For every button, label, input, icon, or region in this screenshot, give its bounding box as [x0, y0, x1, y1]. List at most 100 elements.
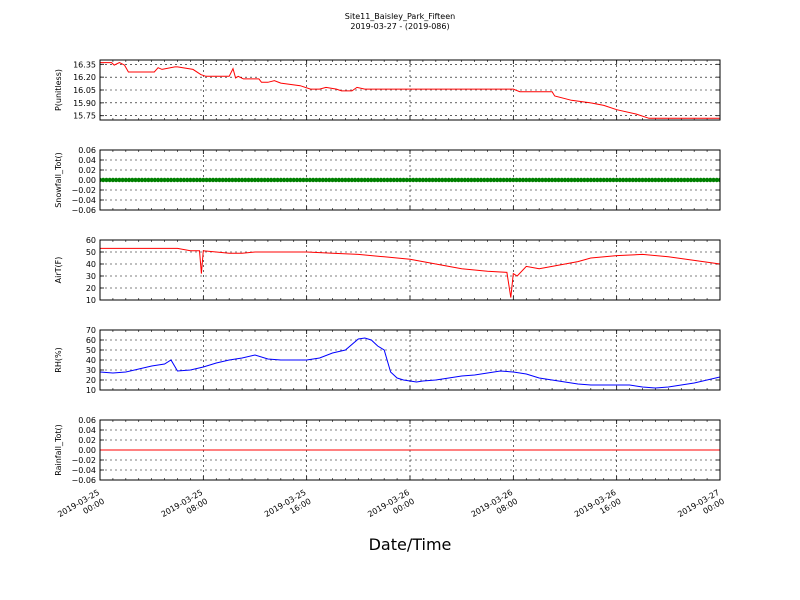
snowfall-point	[236, 177, 242, 183]
snowfall-point	[620, 177, 626, 183]
air-temperature-y-tick-label: 30	[86, 272, 96, 281]
rainfall-frame	[99, 419, 721, 481]
snowfall-point	[485, 177, 490, 183]
snowfall-point	[365, 177, 371, 183]
snowfall-point	[126, 177, 132, 183]
snowfall-point	[456, 177, 461, 183]
snowfall-point	[239, 177, 245, 183]
snowfall-point	[507, 177, 513, 183]
snowfall-point	[407, 177, 413, 183]
snowfall-point	[172, 177, 177, 183]
snowfall-point	[184, 177, 190, 183]
snowfall-point	[143, 177, 148, 183]
snowfall-point	[656, 177, 661, 183]
snowfall-point	[575, 177, 581, 183]
snowfall-point	[204, 177, 209, 183]
snowfall-y-tick-label: 0.04	[78, 156, 96, 165]
x-axis-label: Date/Time	[369, 535, 452, 554]
snowfall-point	[275, 177, 280, 183]
snowfall-point	[233, 177, 238, 183]
snowfall-point	[120, 177, 125, 183]
snowfall-point	[433, 177, 439, 183]
air-temperature-frame	[99, 239, 721, 301]
snowfall-point	[595, 177, 600, 183]
snowfall-point	[488, 177, 493, 183]
pressure-y-axis-label: P(unitless)	[54, 69, 63, 111]
snowfall-point	[572, 177, 577, 183]
snowfall-point	[465, 177, 471, 183]
snowfall-point	[223, 177, 229, 183]
snowfall-point	[469, 177, 474, 183]
snowfall-point	[388, 177, 393, 183]
snowfall-point	[162, 177, 167, 183]
snowfall-point	[446, 177, 451, 183]
snowfall-y-tick-label: −0.04	[71, 196, 96, 205]
snowfall-series	[100, 177, 720, 183]
snowfall-point	[494, 177, 500, 183]
snowfall-point	[533, 177, 539, 183]
snowfall-point	[298, 177, 303, 183]
snowfall-point	[210, 177, 216, 183]
snowfall-point	[246, 177, 251, 183]
snowfall-point	[459, 177, 464, 183]
snowfall-point	[498, 177, 503, 183]
snowfall-point	[546, 177, 552, 183]
snowfall-point	[682, 177, 687, 183]
snowfall-point	[398, 177, 403, 183]
snowfall-point	[423, 177, 429, 183]
snowfall-point	[352, 177, 358, 183]
snowfall-point	[711, 177, 716, 183]
snowfall-point	[220, 177, 225, 183]
snowfall-point	[633, 177, 639, 183]
snowfall-point	[381, 177, 387, 183]
snowfall-point	[478, 177, 484, 183]
snowfall-point	[672, 177, 677, 183]
air-temperature-panel: 60 50 40 30 20 10 AirT(F)	[54, 236, 721, 305]
snowfall-point	[191, 177, 196, 183]
snowfall-point	[666, 177, 671, 183]
snowfall-point	[430, 177, 435, 183]
snowfall-point	[304, 177, 309, 183]
snowfall-point	[243, 177, 248, 183]
snowfall-point	[449, 177, 455, 183]
snowfall-point	[372, 177, 377, 183]
snowfall-point	[107, 177, 112, 183]
snowfall-point	[691, 177, 697, 183]
snowfall-point	[527, 177, 532, 183]
snowfall-point	[591, 177, 597, 183]
air-temperature-y-tick-label: 20	[86, 284, 96, 293]
rainfall-y-axis-label: Rainfall_Tot()	[54, 424, 63, 476]
relative-humidity-y-tick-label: 60	[86, 336, 96, 345]
snowfall-point	[207, 177, 212, 183]
relative-humidity-y-tick-label: 50	[86, 346, 96, 355]
rainfall-y-tick-label: 0.06	[78, 416, 96, 425]
snowfall-point	[101, 177, 106, 183]
chart-title: Site11_Baisley_Park_Fifteen	[345, 12, 455, 21]
relative-humidity-y-axis-label: RH(%)	[54, 347, 63, 372]
relative-humidity-y-tick-label: 10	[86, 386, 96, 395]
snowfall-point	[695, 177, 700, 183]
snowfall-point	[123, 177, 129, 183]
snowfall-point	[217, 177, 222, 183]
snowfall-point	[611, 177, 616, 183]
air-temperature-y-tick-label: 50	[86, 248, 96, 257]
rainfall-y-tick-label: 0.04	[78, 426, 96, 435]
snowfall-point	[688, 177, 694, 183]
snowfall-point	[556, 177, 561, 183]
snowfall-point	[194, 177, 200, 183]
snowfall-point	[178, 177, 183, 183]
snowfall-y-tick-label: 0.06	[78, 146, 96, 155]
snowfall-point	[201, 177, 206, 183]
snowfall-point	[511, 177, 516, 183]
snowfall-point	[685, 177, 690, 183]
snowfall-point	[649, 177, 655, 183]
snowfall-point	[310, 177, 316, 183]
snowfall-point	[197, 177, 203, 183]
snowfall-point	[181, 177, 187, 183]
snowfall-point	[588, 177, 594, 183]
pressure-y-tick-label: 15.90	[73, 99, 96, 108]
snowfall-point	[440, 177, 445, 183]
snowfall-point	[188, 177, 193, 183]
snowfall-point	[343, 177, 348, 183]
